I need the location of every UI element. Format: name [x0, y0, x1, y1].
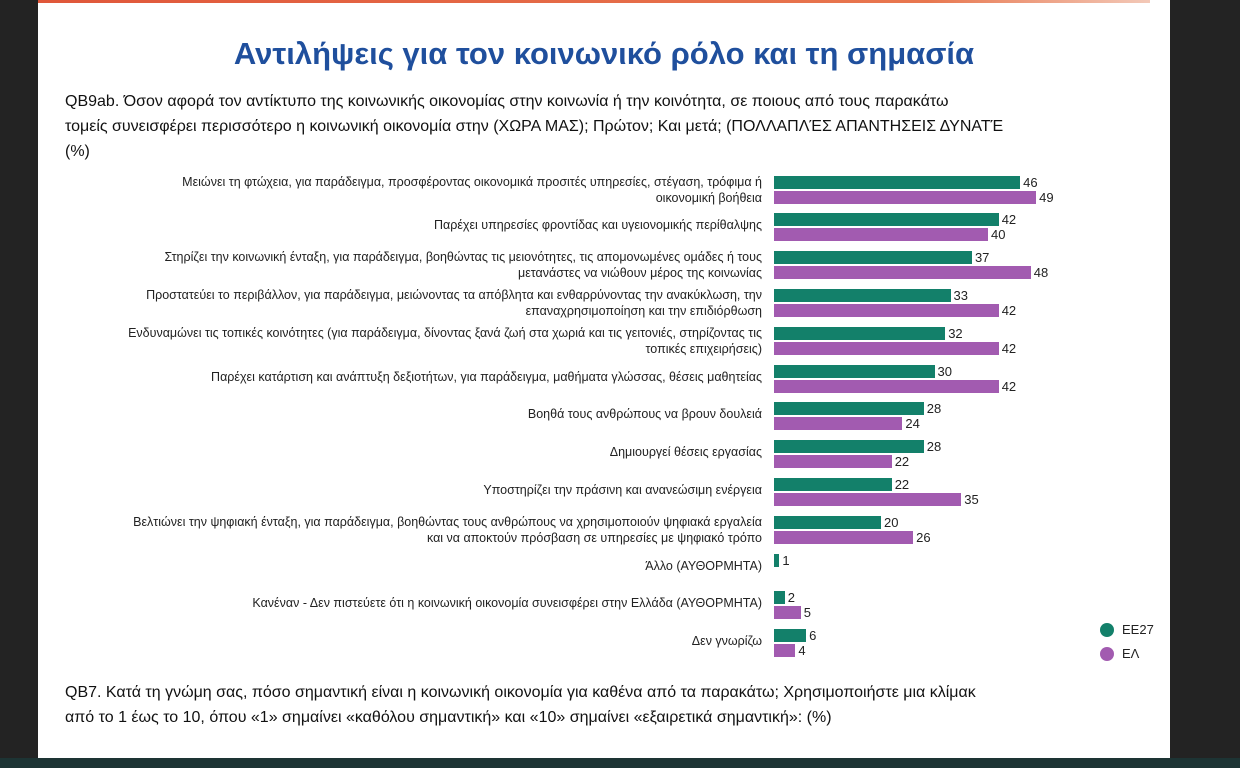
bar-ee27	[774, 288, 951, 302]
bar-el	[774, 530, 914, 544]
data-label: 42	[1001, 378, 1017, 394]
bar-el	[774, 341, 999, 355]
bar-ee27	[774, 515, 881, 529]
data-label: 22	[894, 476, 910, 492]
data-label: 32	[948, 325, 963, 341]
data-label: 42	[1001, 340, 1017, 356]
question-line: από το 1 έως το 10, όπου «1» σημαίνει «κ…	[65, 709, 832, 726]
data-label: 24	[905, 416, 920, 432]
category-label: Στηρίζει την κοινωνική ένταξη, για παράδ…	[164, 250, 762, 281]
bar-ee27	[774, 477, 892, 491]
data-label: 6	[809, 628, 817, 644]
slide: Αντιλήψεις για τον κοινωνικό ρόλο και τη…	[38, 0, 1170, 758]
bar-el	[774, 303, 999, 317]
bar-el	[774, 379, 999, 393]
data-label: 28	[926, 439, 942, 455]
bar-el	[774, 417, 903, 431]
legend-item: ΕΛ	[1100, 646, 1139, 661]
bar-el	[774, 190, 1037, 204]
data-label: 35	[964, 491, 979, 507]
category-label: Δεν γνωρίζω	[691, 634, 762, 649]
bar-el	[774, 455, 892, 469]
legend-label: ΕΕ27	[1122, 622, 1154, 637]
legend-dot-icon	[1100, 646, 1114, 661]
category-label: Μειώνει τη φτώχεια, για παράδειγμα, προσ…	[182, 174, 762, 205]
category-label: Παρέχει κατάρτιση και ανάπτυξη δεξιοτήτω…	[211, 369, 762, 384]
category-label: Παρέχει υπηρεσίες φροντίδας και υγειονομ…	[433, 218, 762, 233]
legend-dot-icon	[1100, 622, 1114, 637]
data-label: 1	[782, 552, 790, 568]
question-line: (%)	[65, 143, 90, 160]
data-label: 42	[1001, 302, 1017, 318]
category-label: Δημιουργεί θέσεις εργασίας	[609, 445, 762, 460]
data-label: 20	[884, 514, 899, 530]
question-line: QB7. Κατά τη γνώμη σας, πόσο σημαντική ε…	[65, 684, 976, 701]
bar-ee27	[774, 553, 780, 567]
question-line: τομείς συνεισφέρει περισσότερο η κοινωνι…	[65, 118, 1004, 135]
category-label: Ενδυναμώνει τις τοπικές κοινότητες (για …	[128, 325, 762, 356]
bar-ee27	[774, 402, 924, 416]
data-label: 33	[953, 287, 969, 303]
category-label: Προστατεύει το περιβάλλον, για παράδειγμ…	[146, 287, 762, 318]
bar-ee27	[774, 591, 785, 605]
bar-ee27	[774, 364, 935, 378]
data-label: 49	[1039, 189, 1054, 205]
data-label: 5	[803, 605, 811, 621]
data-label: 4	[798, 643, 806, 659]
bar-el	[774, 644, 796, 658]
data-label: 46	[1023, 174, 1038, 190]
data-label: 28	[926, 401, 942, 417]
category-label: Κανέναν - Δεν πιστεύετε ότι η κοινωνική …	[252, 596, 762, 611]
question-qb7: QB7. Κατά τη γνώμη σας, πόσο σημαντική ε…	[65, 680, 976, 730]
bar-el	[774, 266, 1031, 280]
bar-ee27	[774, 251, 972, 265]
question-qb9ab: QB9ab. Όσον αφορά τον αντίκτυπο της κοιν…	[65, 89, 1003, 164]
taskbar-strip	[0, 758, 1240, 768]
data-label: 48	[1033, 265, 1049, 281]
bar-el	[774, 606, 801, 620]
bar-ee27	[774, 175, 1021, 189]
bar-ee27	[774, 629, 807, 643]
data-label: 42	[1001, 212, 1017, 228]
slide-title: Αντιλήψεις για τον κοινωνικό ρόλο και τη…	[233, 36, 975, 71]
data-label: 37	[974, 250, 990, 266]
category-label: Υποστηρίζει την πράσινη και ανανεώσιμη ε…	[483, 482, 762, 497]
bar-ee27	[774, 326, 946, 340]
data-label: 30	[937, 363, 952, 379]
legend-item: ΕΕ27	[1100, 622, 1154, 637]
slide-top-accent-bar	[38, 0, 1150, 3]
bar-ee27	[774, 213, 999, 227]
data-label: 26	[916, 529, 931, 545]
bar-el	[774, 228, 988, 242]
category-label: Βοηθά τους ανθρώπους να βρουν δουλειά	[527, 407, 762, 422]
category-label: Άλλο (ΑΥΘΟΡΜΗΤΑ)	[645, 558, 762, 573]
bar-ee27	[774, 440, 924, 454]
data-label: 2	[787, 590, 795, 606]
legend-label: ΕΛ	[1122, 646, 1140, 661]
question-line: QB9ab. Όσον αφορά τον αντίκτυπο της κοιν…	[65, 93, 949, 110]
data-label: 40	[991, 227, 1006, 243]
data-label: 22	[894, 454, 910, 470]
category-label: Βελτιώνει την ψηφιακή ένταξη, για παράδε…	[133, 514, 762, 545]
bar-el	[774, 492, 962, 506]
